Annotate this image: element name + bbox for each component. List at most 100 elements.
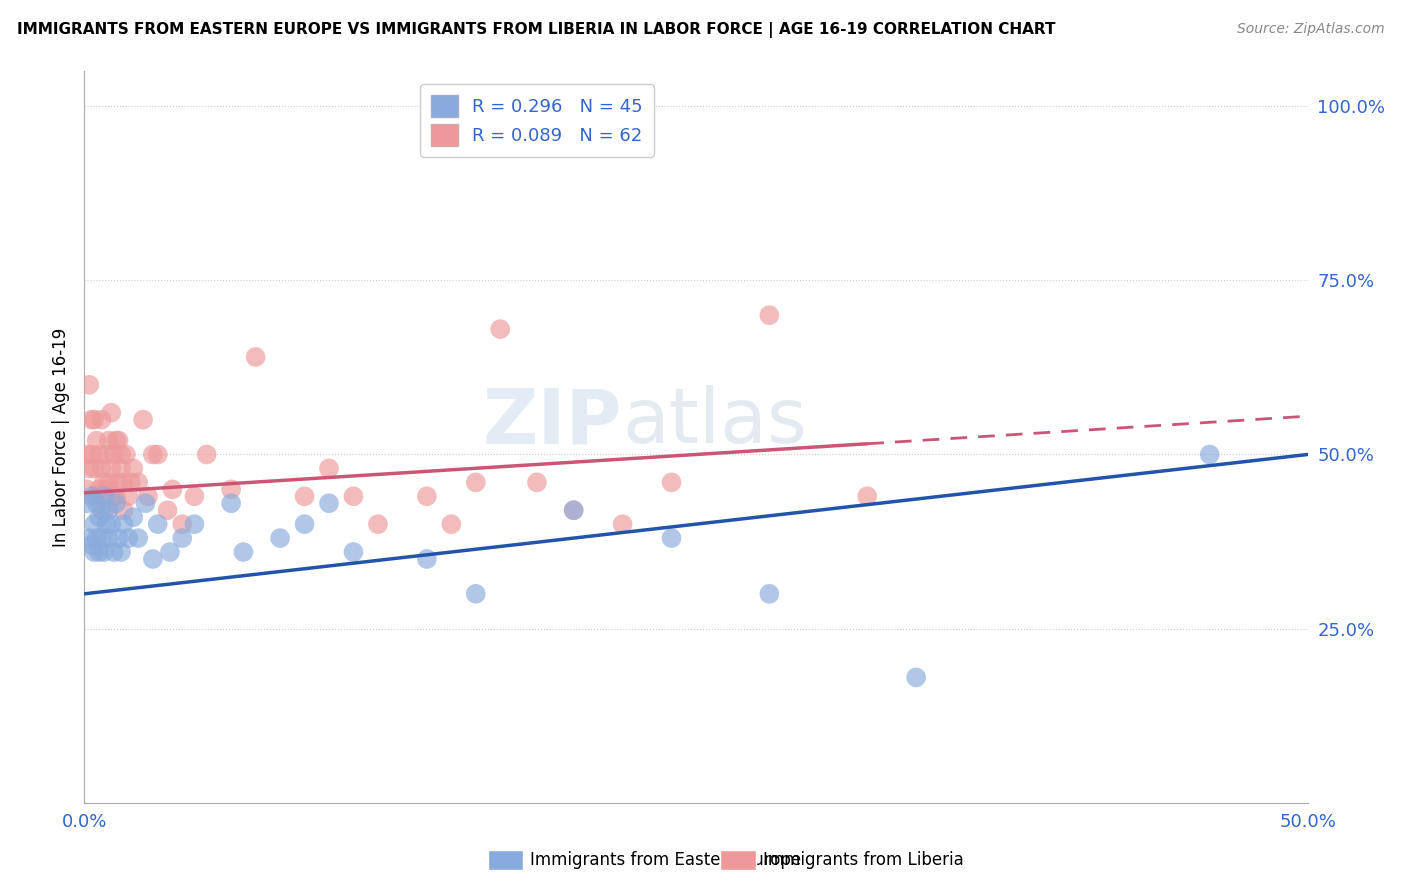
Point [489, 322, 512, 336]
Point [80, 489, 103, 503]
Point [269, 531, 291, 545]
Point [127, 475, 149, 490]
Point [90, 503, 112, 517]
Point [90, 412, 112, 426]
Point [107, 531, 129, 545]
Point [112, 503, 135, 517]
Point [661, 475, 683, 490]
Point [464, 587, 486, 601]
Text: Immigrants from Eastern Europe: Immigrants from Eastern Europe [530, 851, 801, 869]
Point [93, 475, 115, 490]
Point [103, 545, 125, 559]
Point [87, 448, 110, 462]
Point [97, 475, 120, 490]
Point [80, 448, 103, 462]
Point [758, 587, 780, 601]
Point [103, 448, 125, 462]
Point [122, 461, 145, 475]
Point [86, 496, 108, 510]
Point [117, 489, 139, 503]
Point [107, 475, 129, 490]
Point [117, 531, 139, 545]
Point [110, 461, 132, 475]
Legend: R = 0.296   N = 45, R = 0.089   N = 62: R = 0.296 N = 45, R = 0.089 N = 62 [420, 84, 654, 157]
Point [100, 461, 122, 475]
Point [80, 412, 103, 426]
Point [758, 308, 780, 322]
Text: Source: ZipAtlas.com: Source: ZipAtlas.com [1237, 22, 1385, 37]
Point [172, 531, 194, 545]
Point [183, 489, 205, 503]
Point [135, 496, 157, 510]
Point [318, 496, 340, 510]
Y-axis label: In Labor Force | Age 16-19: In Labor Force | Age 16-19 [52, 327, 70, 547]
Point [416, 552, 439, 566]
Point [83, 412, 105, 426]
Point [93, 489, 115, 503]
Point [76, 448, 98, 462]
Point [142, 552, 165, 566]
Point [86, 531, 108, 545]
Point [146, 517, 169, 532]
Point [100, 517, 122, 532]
Point [86, 489, 108, 503]
Point [440, 517, 463, 532]
Point [105, 496, 128, 510]
Point [294, 517, 316, 532]
Point [76, 496, 98, 510]
Point [245, 350, 267, 364]
Point [156, 503, 179, 517]
Point [97, 503, 120, 517]
Point [100, 406, 122, 420]
Point [87, 510, 110, 524]
Point [80, 538, 103, 552]
Point [107, 434, 129, 448]
Point [76, 483, 98, 497]
Point [294, 489, 316, 503]
Point [77, 377, 100, 392]
Point [120, 475, 142, 490]
Point [142, 448, 165, 462]
Point [562, 503, 585, 517]
Text: atlas: atlas [623, 385, 807, 459]
Point [342, 545, 364, 559]
Point [661, 531, 683, 545]
Point [87, 545, 110, 559]
Point [367, 517, 389, 532]
Point [110, 545, 132, 559]
Point [97, 434, 120, 448]
Point [162, 483, 184, 497]
Point [115, 448, 138, 462]
Point [612, 517, 634, 532]
Point [122, 510, 145, 524]
Point [83, 545, 105, 559]
Point [464, 475, 486, 490]
Point [159, 545, 181, 559]
Point [93, 545, 115, 559]
Point [103, 489, 125, 503]
Point [93, 503, 115, 517]
Point [90, 531, 112, 545]
Point [219, 496, 242, 510]
Text: Immigrants from Liberia: Immigrants from Liberia [762, 851, 963, 869]
Point [77, 461, 100, 475]
Point [416, 489, 439, 503]
Point [219, 483, 242, 497]
Point [856, 489, 879, 503]
Point [97, 531, 120, 545]
Point [146, 448, 169, 462]
Point [83, 461, 105, 475]
Point [318, 461, 340, 475]
Point [77, 531, 100, 545]
Point [110, 448, 132, 462]
Point [90, 461, 112, 475]
Point [1198, 448, 1220, 462]
Point [112, 517, 135, 532]
Point [96, 517, 118, 532]
Point [112, 475, 135, 490]
Text: IMMIGRANTS FROM EASTERN EUROPE VS IMMIGRANTS FROM LIBERIA IN LABOR FORCE | AGE 1: IMMIGRANTS FROM EASTERN EUROPE VS IMMIGR… [17, 22, 1056, 38]
Point [132, 412, 155, 426]
Point [87, 483, 110, 497]
Point [136, 489, 159, 503]
Point [83, 517, 105, 532]
